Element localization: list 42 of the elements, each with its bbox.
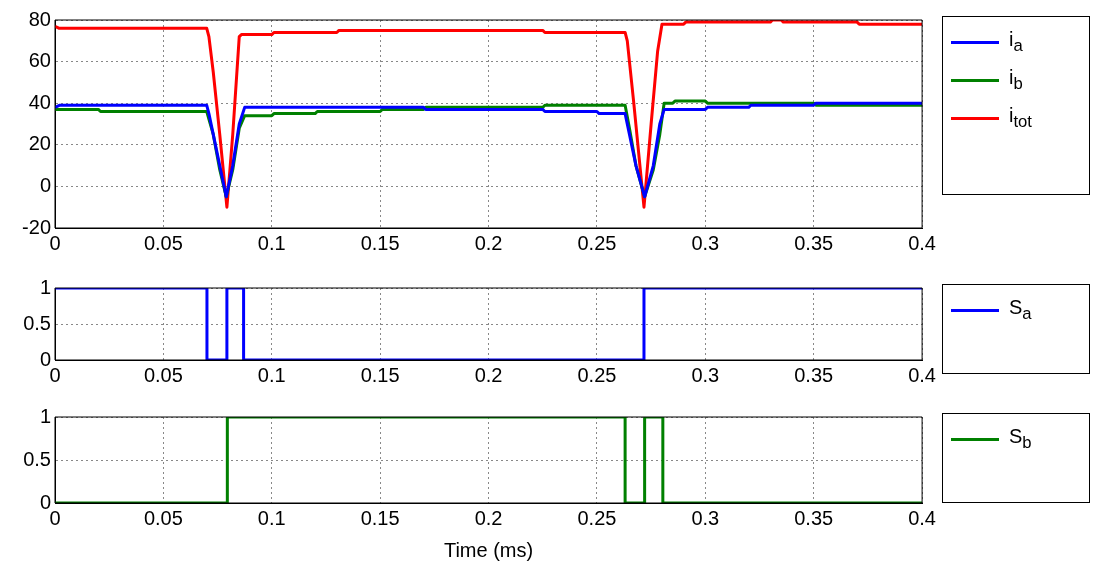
legend-label: i$_{b}$ (1009, 66, 1023, 94)
x-tick-label: 0.1 (257, 506, 286, 529)
x-tick-label: 0.35 (794, 506, 834, 529)
y-tick-label: 0.5 (23, 311, 51, 334)
x-tick-label: 0.15 (360, 231, 400, 254)
x-tick-label: 0.1 (257, 231, 286, 254)
y-tick-label: 1 (39, 275, 51, 298)
legend-label: i$_{a}$ (1009, 28, 1023, 56)
y-tick-label: -20 (22, 215, 51, 238)
legend-label: i$_{tot}$ (1009, 104, 1032, 132)
x-tick-label: 0.35 (794, 231, 834, 254)
y-tick-label: 20 (28, 132, 51, 155)
y-tick-label: 0 (39, 173, 51, 196)
x-tick-label: 0.3 (691, 231, 720, 254)
y-tick-label: 0.5 (23, 447, 51, 470)
x-tick-label: 0.05 (143, 363, 183, 386)
x-tick-label: 0.3 (691, 363, 720, 386)
x-tick-label: 0.15 (360, 363, 400, 386)
x-tick-label: 0.25 (577, 363, 617, 386)
x-tick-label: 0.3 (691, 506, 720, 529)
y-tick-label: 60 (28, 49, 51, 72)
x-tick-label: 0.05 (143, 506, 183, 529)
x-tick-label: 0.2 (474, 231, 503, 254)
x-tick-label: 0.4 (908, 363, 936, 386)
legend-label: S$_{b}$ (1009, 425, 1032, 453)
x-tick-label: 0.4 (908, 231, 936, 254)
y-tick-label: 0 (39, 490, 51, 513)
x-tick-label: 0.05 (143, 231, 183, 254)
x-tick-label: 0.2 (474, 363, 503, 386)
x-tick-label: 0.4 (908, 506, 936, 529)
x-tick-label: 0.25 (577, 231, 617, 254)
x-tick-label: 0.35 (794, 363, 834, 386)
y-tick-label: 80 (28, 7, 51, 30)
y-tick-label: 0 (39, 347, 51, 370)
x-tick-label: 0.25 (577, 506, 617, 529)
y-tick-label: 1 (39, 404, 51, 427)
x-axis-title: Time (ms) (443, 538, 534, 561)
legend-label: S$_{a}$ (1009, 296, 1032, 324)
x-tick-label: 0.15 (360, 506, 400, 529)
x-tick-label: 0.2 (474, 506, 503, 529)
y-tick-label: 40 (28, 90, 51, 113)
x-tick-label: 0.1 (257, 363, 286, 386)
